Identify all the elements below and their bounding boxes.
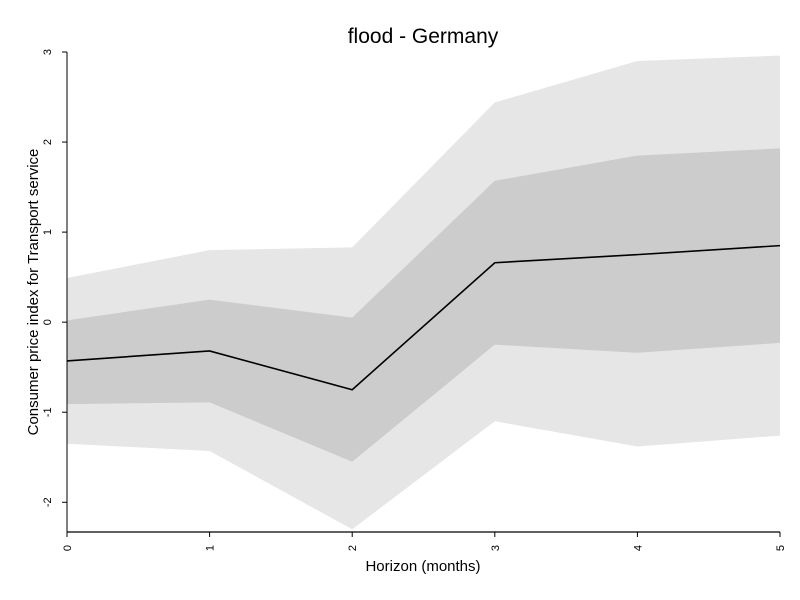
x-tick-label: 4 — [632, 545, 644, 551]
x-tick-label: 1 — [205, 545, 217, 551]
x-axis-label: Horizon (months) — [365, 558, 480, 575]
confidence-bands — [67, 55, 780, 530]
series-lines — [66, 244, 781, 391]
y-axis-label: Consumer price index for Transport servi… — [25, 149, 42, 436]
y-tick-label: 0 — [42, 319, 54, 325]
y-tick-label: 3 — [42, 49, 54, 55]
y-tick-label: -1 — [42, 407, 54, 417]
x-ticks: 0 1 2 3 4 5 — [62, 532, 787, 551]
inner-band — [67, 148, 780, 462]
y-ticks: -2 -1 0 1 2 3 — [42, 49, 67, 507]
y-tick-label: -2 — [42, 497, 54, 507]
y-tick-label: 2 — [42, 139, 54, 145]
x-tick-label: 0 — [62, 545, 74, 551]
series-line — [66, 244, 781, 391]
chart-title: flood - Germany — [348, 25, 499, 48]
axes: -2 -1 0 1 2 3 0 1 2 3 4 5 — [42, 49, 787, 551]
x-tick-label: 2 — [347, 545, 359, 551]
x-tick-label: 3 — [490, 545, 502, 551]
x-tick-label: 5 — [775, 545, 787, 551]
y-tick-label: 1 — [42, 229, 54, 235]
